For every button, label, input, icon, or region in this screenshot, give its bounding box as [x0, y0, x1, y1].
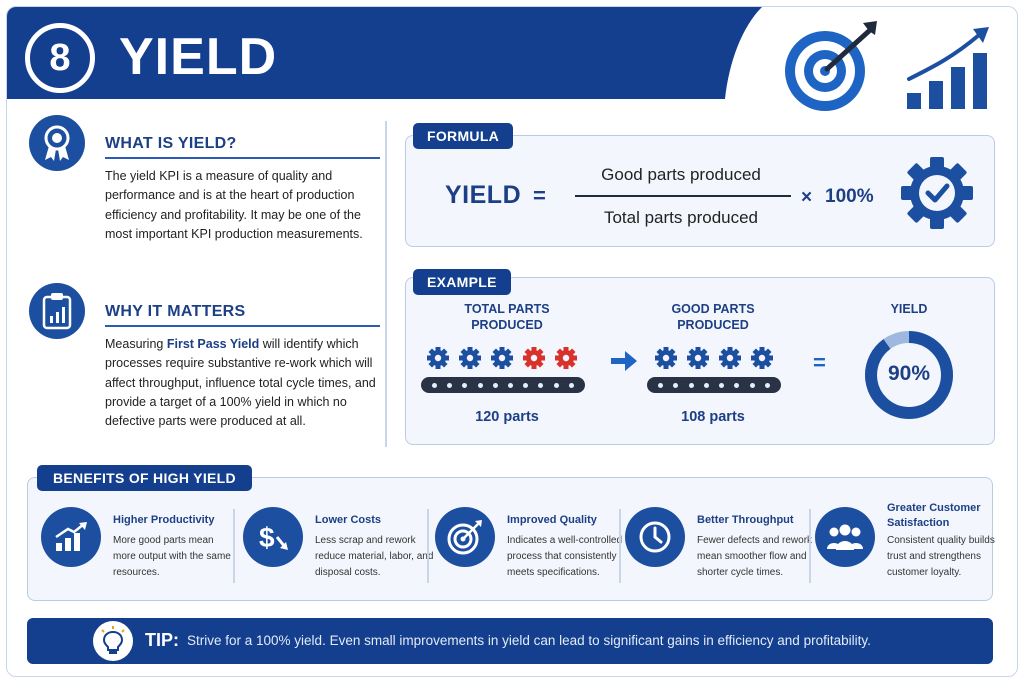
- page-title: YIELD: [119, 28, 278, 86]
- benefit-title: Improved Quality: [507, 514, 597, 526]
- benefit-title: Higher Productivity: [113, 514, 215, 526]
- what-is-yield-title: WHAT IS YIELD?: [105, 135, 237, 152]
- defective-gear-icon: [555, 347, 577, 369]
- formula-times: ×: [801, 187, 813, 208]
- good-gear-icon: [687, 347, 709, 369]
- benefit-text: More good parts mean more output with th…: [113, 535, 231, 578]
- yield-label: YIELD: [890, 302, 928, 316]
- award-ribbon-icon: [29, 115, 85, 171]
- formula-panel: [405, 135, 995, 247]
- people-icon: [815, 507, 875, 567]
- fraction-bar: [575, 195, 791, 197]
- clock-icon: [625, 507, 685, 567]
- good-parts-count: 108 parts: [681, 409, 745, 425]
- dollar-down-icon: $: [243, 507, 303, 567]
- target-arrow-icon: [785, 21, 877, 111]
- clipboard-chart-icon: [29, 283, 85, 339]
- first-pass-yield-highlight: First Pass Yield: [166, 337, 260, 351]
- total-parts-label-line1: TOTAL PARTS: [464, 302, 550, 316]
- section-rule: [105, 325, 380, 327]
- formula-lhs: YIELD: [445, 181, 522, 209]
- benefit-divider: [809, 509, 811, 583]
- benefit-divider: [619, 509, 621, 583]
- tip-label: TIP:: [145, 630, 179, 650]
- lightbulb-icon: [93, 621, 133, 661]
- conveyor-belt-total: [421, 377, 585, 393]
- why-it-matters-title: WHY IT MATTERS: [105, 303, 246, 320]
- good-parts-label-line1: GOOD PARTS: [671, 302, 755, 316]
- total-parts-label: TOTAL PARTS PRODUCED: [437, 301, 577, 333]
- example-equals: =: [813, 350, 826, 375]
- good-gear-icon: [427, 347, 449, 369]
- good-parts-label: GOOD PARTS PRODUCED: [643, 301, 783, 333]
- benefit-title: Better Throughput: [697, 514, 794, 526]
- why-it-matters-text: Measuring First Pass Yield will identify…: [105, 335, 380, 431]
- gear-check-icon: [901, 157, 973, 229]
- benefit-title: Lower Costs: [315, 514, 382, 526]
- tip-text: Strive for a 100% yield. Even small impr…: [187, 633, 871, 648]
- why-text-after: will identify which processes require su…: [105, 337, 376, 429]
- arrow-right-icon: [611, 351, 637, 371]
- formula-equals: =: [533, 183, 546, 208]
- section-number-badge: 8: [25, 23, 95, 93]
- benefit-divider: [427, 509, 429, 583]
- total-parts-label-line2: PRODUCED: [471, 318, 543, 332]
- total-parts-gears: [427, 347, 577, 369]
- benefit-title: Greater Customer Satisfaction: [887, 502, 981, 529]
- total-parts-count: 120 parts: [475, 409, 539, 425]
- good-gear-icon: [655, 347, 677, 369]
- tip-banner: TIP: Strive for a 100% yield. Even small…: [27, 618, 993, 664]
- why-text-before: Measuring: [105, 337, 167, 351]
- yield-value: 90%: [887, 362, 931, 385]
- good-parts-gears: [655, 347, 773, 369]
- good-gear-icon: [491, 347, 513, 369]
- benefit-text: Fewer defects and rework mean smoother f…: [697, 535, 813, 578]
- benefit-text: Less scrap and rework reduce material, l…: [315, 535, 434, 578]
- donut-fill-arc: [865, 331, 953, 419]
- benefits-tab: BENEFITS OF HIGH YIELD: [37, 465, 252, 491]
- benefit-text: Indicates a well-controlled process that…: [507, 535, 623, 578]
- column-divider: [385, 121, 387, 447]
- defective-gear-icon: [523, 347, 545, 369]
- svg-text:$: $: [259, 522, 275, 553]
- what-is-yield-text: The yield KPI is a measure of quality an…: [105, 169, 363, 241]
- benefit-divider: [233, 509, 235, 583]
- good-gear-icon: [459, 347, 481, 369]
- good-parts-label-line2: PRODUCED: [677, 318, 749, 332]
- good-gear-icon: [719, 347, 741, 369]
- header-band: [7, 7, 762, 99]
- bar-chart-up-icon: [41, 507, 101, 567]
- conveyor-belt-good: [647, 377, 781, 393]
- infographic-page: 8 YIELD W: [6, 6, 1018, 677]
- target-icon: [435, 507, 495, 567]
- benefit-text: Consistent quality builds trust and stre…: [887, 535, 995, 578]
- header: 8 YIELD: [7, 7, 1017, 111]
- growth-chart-icon: [907, 27, 989, 109]
- section-rule: [105, 157, 380, 159]
- example-tab: EXAMPLE: [413, 269, 511, 295]
- formula-multiplier: 100%: [825, 186, 874, 207]
- formula-tab: FORMULA: [413, 123, 514, 149]
- good-gear-icon: [751, 347, 773, 369]
- formula-numerator: Good parts produced: [601, 165, 761, 184]
- yield-donut-chart: [865, 331, 953, 419]
- formula-denominator: Total parts produced: [603, 208, 759, 227]
